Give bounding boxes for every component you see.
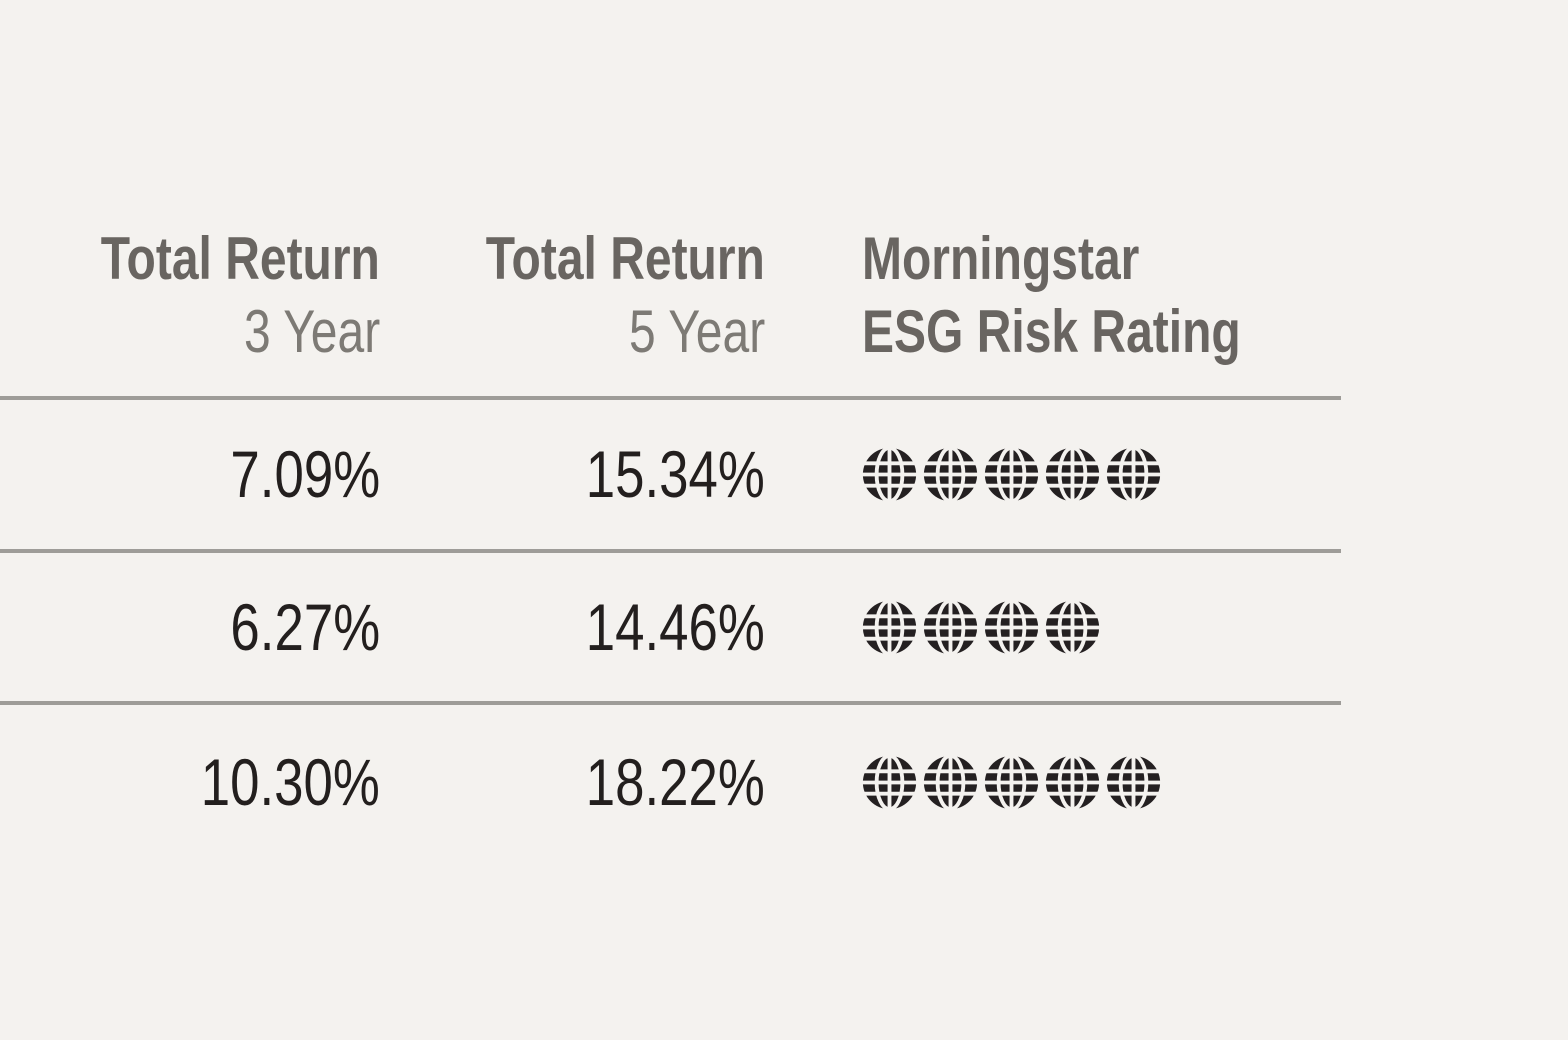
globe-icon [1045,447,1100,502]
column-header-subtitle: 3 Year [243,298,380,365]
globe-icon [984,447,1039,502]
table-divider [0,701,1341,705]
column-header-title: Total Return [100,225,380,292]
table-divider [0,396,1341,400]
globe-icon [923,600,978,655]
globe-icon [1045,755,1100,810]
globe-icon [1106,447,1161,502]
cell-esg-risk-rating [862,755,1161,810]
cell-return-3yr: 10.30% [200,745,380,819]
globe-icon [862,600,917,655]
column-header-total-return-5yr: Total Return 5 Year [385,222,765,368]
globe-icon [1106,755,1161,810]
column-header-title: Total Return [485,225,765,292]
globe-icon [862,447,917,502]
cell-return-5yr: 18.22% [585,745,765,819]
cell-esg-risk-rating [862,447,1161,502]
column-header-total-return-3yr: Total Return 3 Year [0,222,380,368]
cell-return-5yr: 14.46% [585,590,765,664]
globe-icon [923,755,978,810]
cell-return-5yr: 15.34% [585,437,765,511]
table-divider [0,549,1341,553]
globe-icon [984,600,1039,655]
column-header-subtitle: 5 Year [628,298,765,365]
cell-return-3yr: 6.27% [230,590,380,664]
column-header-title: Morningstar [862,225,1140,292]
globe-icon [984,755,1039,810]
cell-esg-risk-rating [862,600,1100,655]
cell-return-3yr: 7.09% [230,437,380,511]
globe-icon [923,447,978,502]
column-header-subtitle: ESG Risk Rating [862,298,1241,365]
column-header-morningstar-esg-risk-rating: Morningstar ESG Risk Rating [862,222,1342,368]
globe-icon [862,755,917,810]
globe-icon [1045,600,1100,655]
